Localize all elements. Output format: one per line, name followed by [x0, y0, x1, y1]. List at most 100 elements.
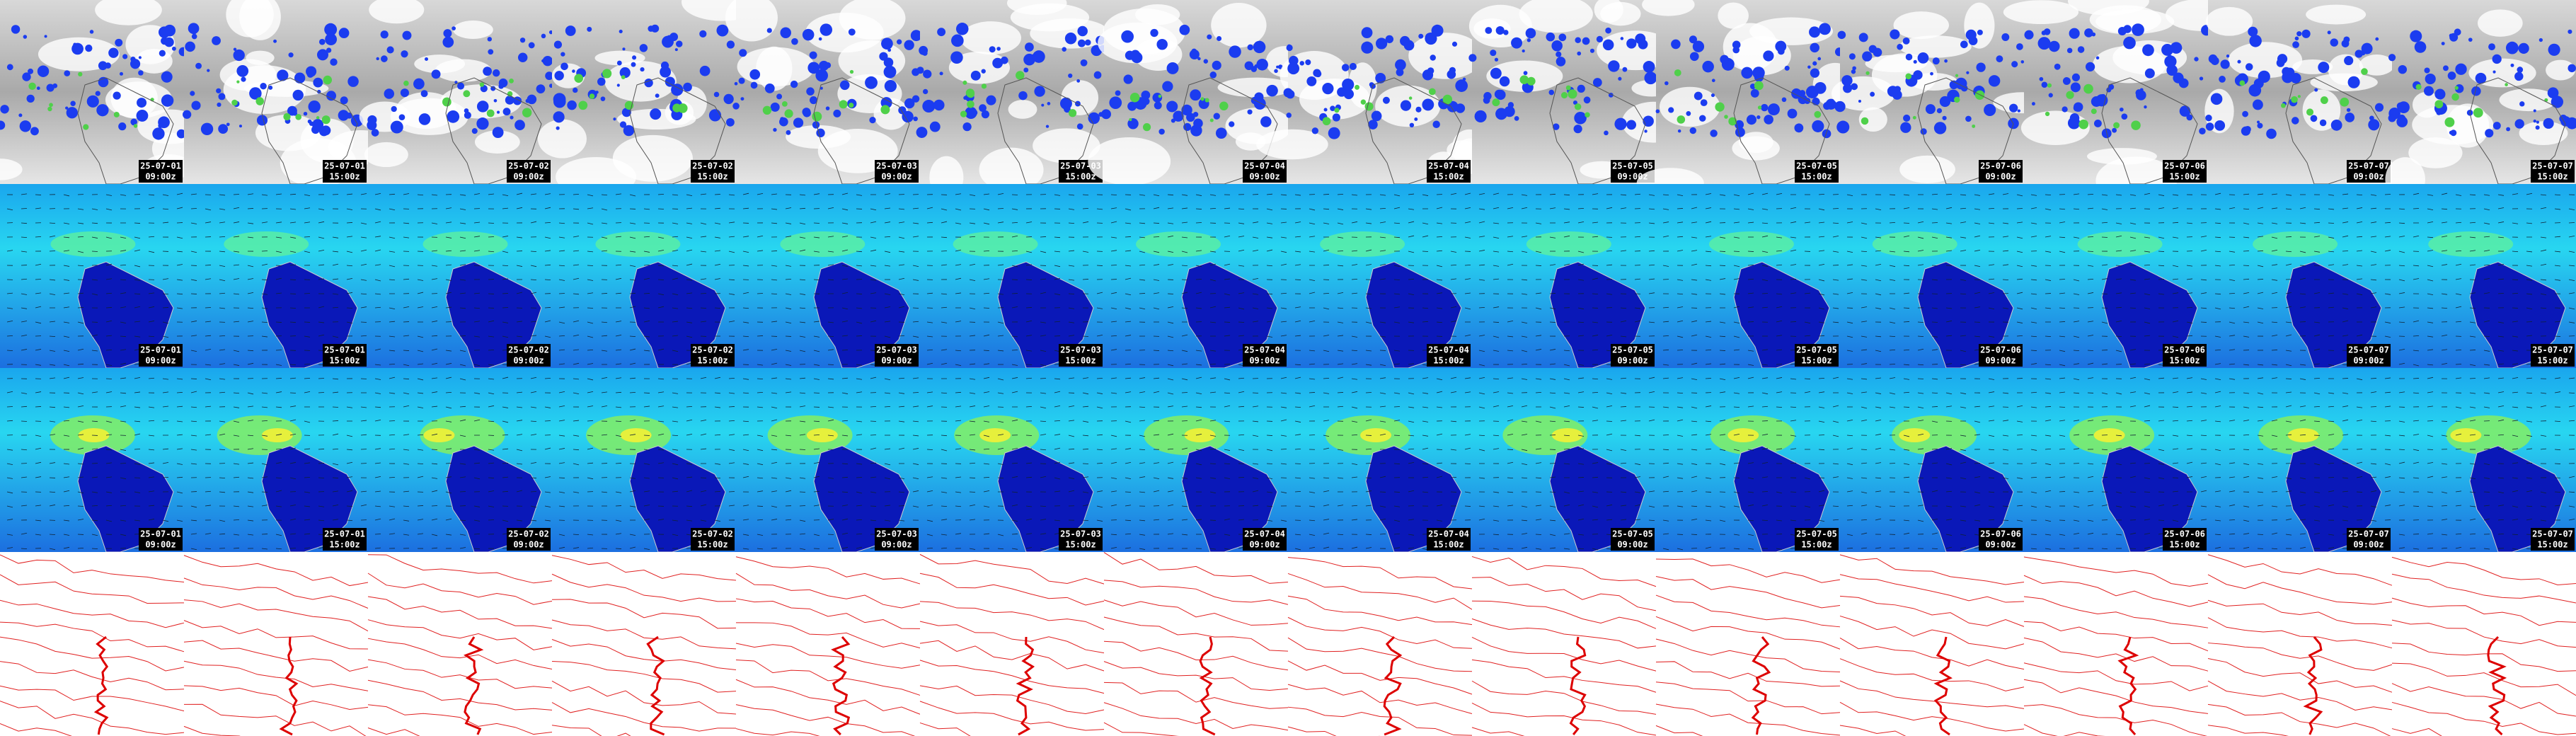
wind-arrow — [1747, 292, 1754, 294]
wind-arrow — [190, 321, 197, 323]
wind-arrow — [247, 193, 254, 195]
wind-arrow — [799, 249, 806, 252]
wind-arrow — [431, 534, 438, 536]
precip — [806, 87, 815, 96]
wind-arrow — [1323, 249, 1330, 252]
wind-arrow — [1337, 406, 1344, 408]
precip — [726, 120, 730, 123]
wind-arrow — [1379, 377, 1386, 379]
precip — [161, 94, 174, 107]
precip — [1274, 69, 1278, 74]
wind-arrow — [2271, 249, 2278, 252]
wind-arrow — [148, 377, 155, 379]
wind-arrow — [1252, 307, 1259, 309]
wind-arrow — [1209, 321, 1217, 323]
wind-arrow — [870, 292, 877, 294]
wind-arrow — [2059, 222, 2066, 224]
wind-arrow — [841, 420, 849, 422]
wind-arrow — [1705, 193, 1712, 195]
wind-arrow — [445, 420, 452, 422]
wind-arrow — [1139, 462, 1146, 464]
precip — [560, 62, 568, 71]
wind-arrow — [1393, 265, 1401, 267]
wind-arrow — [1054, 519, 1061, 522]
precip — [2039, 76, 2044, 81]
cloud — [2310, 73, 2378, 92]
cloud — [1408, 33, 1483, 79]
precip — [1260, 116, 1272, 127]
wind-arrow — [856, 546, 863, 549]
precip — [790, 80, 798, 88]
precip — [1752, 67, 1765, 79]
wind-arrow — [346, 277, 353, 280]
precip — [2037, 37, 2051, 50]
wind-arrow — [1337, 193, 1344, 195]
precip — [1887, 86, 1899, 97]
wind-arrow — [1294, 306, 1301, 309]
timestamp-date: 25-07-03 — [1060, 529, 1101, 539]
wind-arrow — [813, 364, 820, 366]
wind-arrow — [827, 406, 834, 408]
wind-arrow — [1776, 320, 1783, 323]
wind-arrow — [1733, 265, 1740, 268]
wind-arrow — [2356, 265, 2363, 267]
precip — [6, 64, 13, 71]
wind-arrow — [1266, 321, 1273, 323]
wind-arrow — [389, 376, 396, 379]
cloud — [2499, 88, 2558, 112]
precip — [1173, 110, 1184, 122]
wind-arrow — [1280, 419, 1287, 422]
precip — [479, 103, 484, 108]
wind-arrow — [63, 350, 70, 352]
wind-arrow — [389, 335, 396, 338]
precip — [130, 56, 136, 62]
wind-arrow — [530, 505, 537, 508]
timestamp-date: 25-07-02 — [508, 161, 549, 171]
precip — [2248, 84, 2262, 97]
precip — [640, 67, 645, 72]
wind-arrow — [1903, 235, 1910, 238]
wind-arrow — [2172, 278, 2179, 280]
precip — [2241, 126, 2250, 136]
wind-arrow — [431, 278, 438, 280]
wind-arrow — [1195, 364, 1202, 366]
wind-arrow — [1153, 222, 1160, 224]
wind-arrow — [91, 391, 98, 393]
wind-arrow — [1705, 335, 1712, 338]
precip — [2517, 67, 2524, 73]
wind-arrow — [1323, 307, 1330, 310]
wind-arrow — [2413, 278, 2420, 280]
wind-arrow — [1068, 265, 1075, 267]
wind-arrow — [1252, 505, 1259, 507]
wind-arrow — [49, 364, 56, 366]
wind-arrow — [1309, 405, 1316, 408]
wind-arrow — [1125, 321, 1132, 323]
wind-arrow — [261, 505, 268, 507]
wind-arrow — [1139, 476, 1146, 478]
wind-arrow — [1705, 265, 1712, 267]
precip — [1920, 128, 1927, 135]
wind-arrow — [2299, 265, 2306, 267]
precip — [996, 47, 1001, 51]
wind-arrow — [2526, 335, 2533, 337]
wind-arrow — [2158, 207, 2165, 209]
wind-arrow — [941, 221, 948, 224]
wind-arrow — [813, 461, 820, 464]
wind-arrow — [1224, 449, 1231, 451]
wind-arrow — [360, 335, 367, 337]
wind-arrow — [1761, 251, 1769, 253]
precip — [595, 91, 599, 94]
wind-arrow — [91, 505, 98, 507]
wind-arrow — [1563, 263, 1570, 266]
precip — [979, 104, 987, 113]
wind-arrow — [445, 236, 452, 238]
wind-arrow — [728, 505, 735, 507]
wind-arrow — [275, 534, 282, 536]
wind-arrow — [983, 420, 990, 422]
wind-arrow — [488, 405, 495, 408]
wind-arrow — [403, 505, 410, 507]
wind-arrow — [941, 519, 948, 521]
wind-arrow — [190, 350, 197, 352]
